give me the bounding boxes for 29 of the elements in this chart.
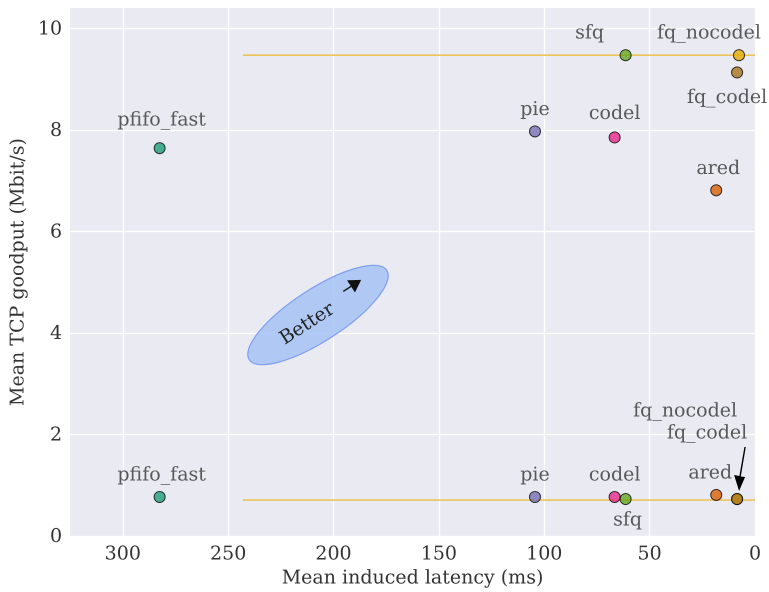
text: pie: [520, 464, 550, 486]
series-label: fq_codel: [686, 86, 768, 108]
x-tick-label: 250: [210, 542, 246, 565]
x-tick-label: 150: [420, 542, 458, 565]
series-label: fq_nocodel: [657, 22, 761, 44]
y-tick-label: 10: [38, 17, 62, 40]
x-tick-label: 300: [104, 542, 141, 565]
text: pfifo_fast: [117, 108, 206, 131]
text: sfq: [575, 22, 604, 44]
y-tick-label: 6: [50, 220, 62, 242]
series-label: sfq: [613, 508, 642, 531]
x-axis-title: Mean induced latency (ms): [282, 566, 544, 588]
text: fq_nocodel: [633, 400, 738, 422]
x-tick-label: 200: [315, 542, 352, 565]
series-label: codel: [588, 464, 640, 486]
series-label: pfifo_fast: [117, 464, 206, 486]
y-axis-title: Mean TCP goodput (Mbit/s): [6, 138, 28, 406]
y-tick-label: 4: [50, 322, 62, 344]
x-tick-label: 50: [638, 542, 662, 565]
y-tick-label: 2: [50, 424, 62, 446]
x-tick-label: 0: [748, 542, 762, 565]
text: codel: [588, 102, 640, 124]
series-label: pie: [520, 98, 550, 120]
y-tick-label: 8: [50, 118, 62, 141]
x-tick-label: 100: [526, 542, 562, 565]
y-tick-label: 0: [50, 525, 62, 548]
text: ared: [696, 156, 740, 179]
text: fq_codel: [666, 422, 748, 444]
series-label: ared: [688, 461, 732, 484]
